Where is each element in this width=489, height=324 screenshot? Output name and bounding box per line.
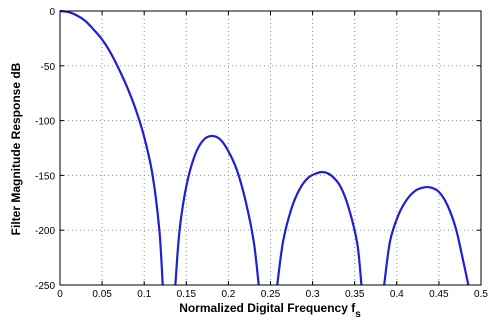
response-lobe-3	[276, 170, 363, 285]
x-axis-label: Normalized Digital Frequency fs	[179, 301, 361, 320]
response-lobe-2	[174, 134, 260, 285]
x-tick-label: 0.5	[474, 289, 488, 300]
tick-labels: 0 0.05 0.1 0.15 0.2 0.25 0.3 0.35 0.4 0.45 0.5 0 -50…	[35, 7, 488, 300]
series-lines	[60, 9, 470, 285]
y-tick-label: -50	[41, 62, 56, 73]
x-tick-label: 0.35	[345, 289, 365, 300]
x-tick-label: 0.15	[177, 289, 197, 300]
x-axis-label-subscript: s	[355, 309, 361, 320]
x-tick-label: 0.3	[306, 289, 320, 300]
grid-lines	[60, 11, 481, 285]
x-tick-label: 0.25	[261, 289, 281, 300]
x-tick-label: 0.05	[92, 289, 112, 300]
x-tick-label: 0	[57, 289, 63, 300]
y-tick-label: -150	[35, 171, 55, 182]
x-axis-label-text: Normalized Digital Frequency	[179, 301, 348, 315]
y-tick-label: -100	[35, 117, 55, 128]
response-lobe-1	[60, 9, 164, 285]
y-tick-label: -200	[35, 226, 55, 237]
x-tick-label: 0.2	[221, 289, 235, 300]
y-tick-label: 0	[49, 7, 55, 18]
x-tick-label: 0.4	[390, 289, 404, 300]
x-tick-label: 0.1	[137, 289, 151, 300]
y-axis-label: Filter Magnitude Response dB	[9, 62, 23, 235]
y-tick-label: -250	[35, 281, 55, 292]
x-tick-label: 0.45	[429, 289, 449, 300]
axis-ticks	[59, 10, 482, 286]
response-lobe-4	[383, 185, 470, 285]
x-axis-label-symbol: f	[351, 301, 356, 315]
